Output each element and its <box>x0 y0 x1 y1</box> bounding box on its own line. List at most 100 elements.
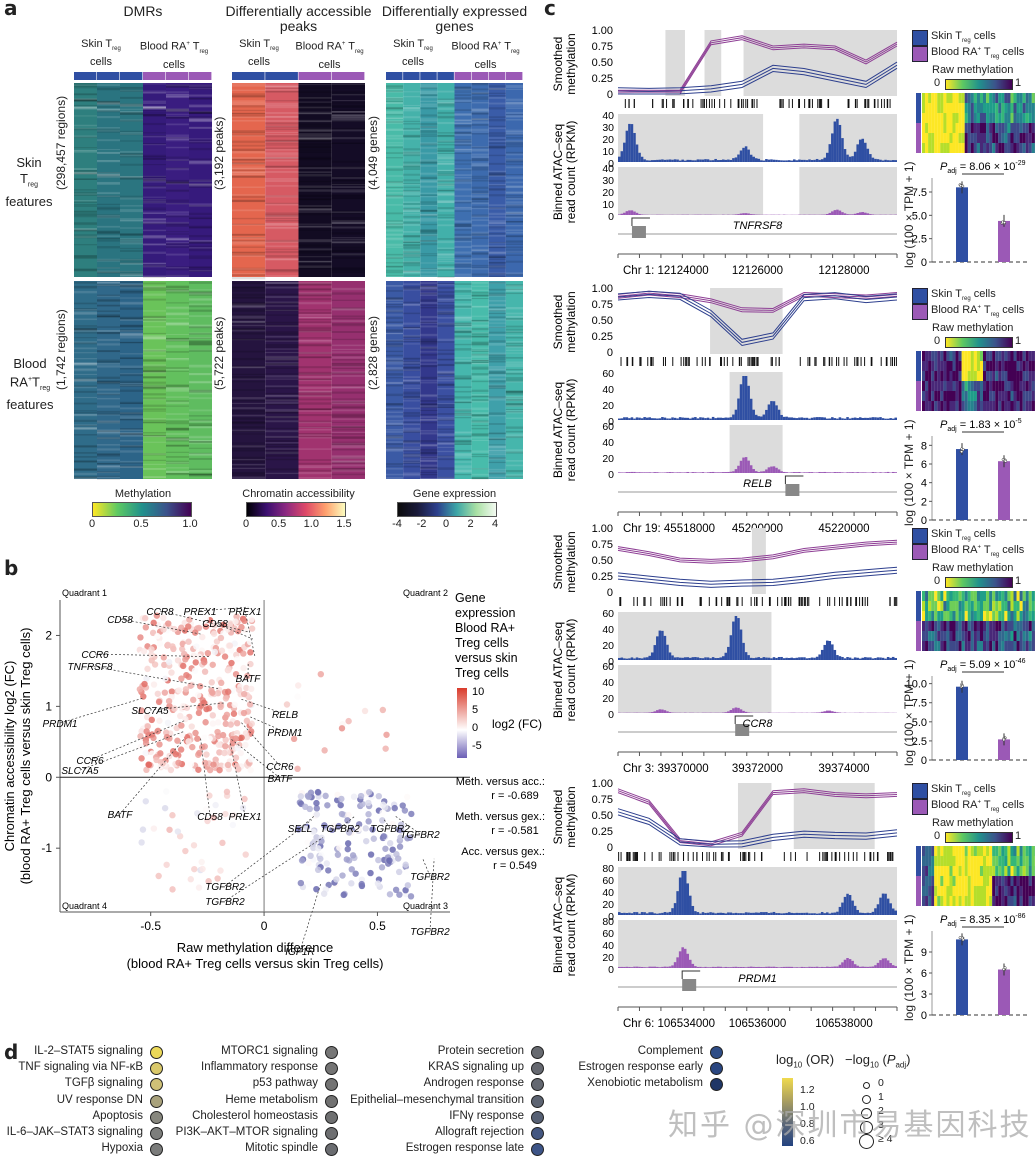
atac-bin <box>851 472 854 473</box>
heatmap-stripe <box>97 110 120 112</box>
heatmap-stripe <box>437 160 455 163</box>
scatter-point <box>324 802 331 809</box>
atac-bin <box>650 160 654 162</box>
heatmap-cell <box>970 371 974 381</box>
heatmap-stripe <box>437 323 455 325</box>
heatmap-stripe <box>120 209 143 211</box>
colorbar <box>92 502 192 517</box>
heatmap-stripe <box>232 163 266 165</box>
heatmap-stripe <box>331 105 365 108</box>
heatmap-stripe <box>471 297 489 300</box>
atac-bin <box>772 657 776 660</box>
heatmap-stripe <box>143 435 166 437</box>
heatmap-stripe <box>143 408 166 411</box>
heatmap-stripe <box>386 408 404 410</box>
heatmap-stripe <box>403 223 421 227</box>
heatmap-stripe <box>437 324 455 327</box>
atac-bin <box>838 656 842 660</box>
heatmap-stripe <box>143 275 166 277</box>
heatmap-stripe <box>331 359 365 361</box>
heatmap-stripe <box>331 186 365 189</box>
heatmap-stripe <box>298 180 332 183</box>
atac-bin <box>618 156 621 162</box>
heatmap-cell <box>967 133 971 143</box>
heatmap-stripe <box>420 100 438 102</box>
heatmap-stripe <box>488 92 506 95</box>
heatmap-stripe <box>189 349 212 351</box>
heatmap-stripe <box>488 437 506 440</box>
chr-label: Chr 3: 39370000 <box>623 763 709 775</box>
heatmap-stripe <box>331 287 365 291</box>
heatmap-stripe <box>189 392 212 395</box>
heatmap-2 <box>232 72 365 482</box>
sample-swatch <box>916 113 921 123</box>
atac-tick: 40 <box>602 677 614 689</box>
heatmap-stripe <box>420 172 438 175</box>
heatmap-stripe <box>166 346 189 349</box>
scatter-point <box>348 866 355 873</box>
heatmap-stripe <box>74 411 97 414</box>
heatmap-stripe <box>454 245 472 249</box>
heatmap-stripe <box>437 240 455 244</box>
atac-bin <box>833 711 837 713</box>
heatmap-stripe <box>120 259 143 261</box>
scatter-point <box>154 632 161 640</box>
heatmap-stripe <box>166 285 189 288</box>
scatter-point <box>248 625 256 632</box>
heatmap-stripe <box>232 429 266 432</box>
heatmap-stripe <box>232 268 266 271</box>
heatmap-stripe <box>74 257 97 259</box>
heatmap-stripe <box>143 434 166 437</box>
heatmap-stripe <box>471 320 489 323</box>
heatmap-stripe <box>488 255 506 258</box>
heatmap-stripe <box>74 99 97 102</box>
gene-annotation: TGFBR2 <box>370 824 410 835</box>
heatmap-stripe <box>420 325 438 328</box>
heatmap-stripe <box>403 235 421 238</box>
atac-bin <box>618 214 621 215</box>
heatmap-stripe <box>143 386 166 389</box>
heatmap-cell <box>992 591 996 601</box>
heatmap-cell <box>989 351 993 361</box>
atac-bin <box>706 657 710 660</box>
heatmap-cell <box>940 391 944 401</box>
heatmap-stripe <box>97 454 120 456</box>
atac-bin <box>671 472 674 473</box>
atac-bin <box>798 159 801 162</box>
heatmap-stripe <box>120 178 143 180</box>
heatmap-stripe <box>331 461 365 464</box>
heatmap-stripe <box>265 282 299 284</box>
heatmap-stripe <box>454 101 472 103</box>
heatmap-stripe <box>505 398 523 401</box>
heatmap-stripe <box>265 135 299 138</box>
heatmap-stripe <box>437 144 455 146</box>
scatter-point <box>139 826 147 833</box>
legend-label-blood: Blood RA+ Treg cells <box>931 304 1025 319</box>
heatmap-stripe <box>74 427 97 429</box>
atac-bin <box>858 472 862 473</box>
gene-annotation: CCR6 <box>81 650 109 661</box>
atac-bin <box>719 472 722 473</box>
heatmap-stripe <box>74 468 97 471</box>
atac-bin <box>818 159 821 162</box>
atac-bin <box>891 160 895 162</box>
correlation-label: Meth. versus gex.: <box>455 811 545 823</box>
heatmap-stripe <box>437 431 455 433</box>
heatmap-stripe <box>143 179 166 182</box>
heatmap-stripe <box>488 227 506 229</box>
heatmap-cell <box>992 371 996 381</box>
heatmap-stripe <box>143 264 166 267</box>
heatmap-stripe <box>120 389 143 392</box>
heatmap-stripe <box>471 343 489 346</box>
heatmap-cell <box>1022 401 1026 411</box>
atac-bin <box>711 416 715 420</box>
atac-bin <box>727 159 730 162</box>
heatmap-stripe <box>74 229 97 231</box>
heatmap-stripe <box>505 426 523 429</box>
atac-bin <box>874 472 877 473</box>
heatmap-stripe <box>97 465 120 468</box>
heatmap-cell <box>964 371 968 381</box>
heatmap-stripe <box>454 413 472 416</box>
heatmap-stripe <box>386 468 404 470</box>
heatmap-stripe <box>166 274 189 276</box>
